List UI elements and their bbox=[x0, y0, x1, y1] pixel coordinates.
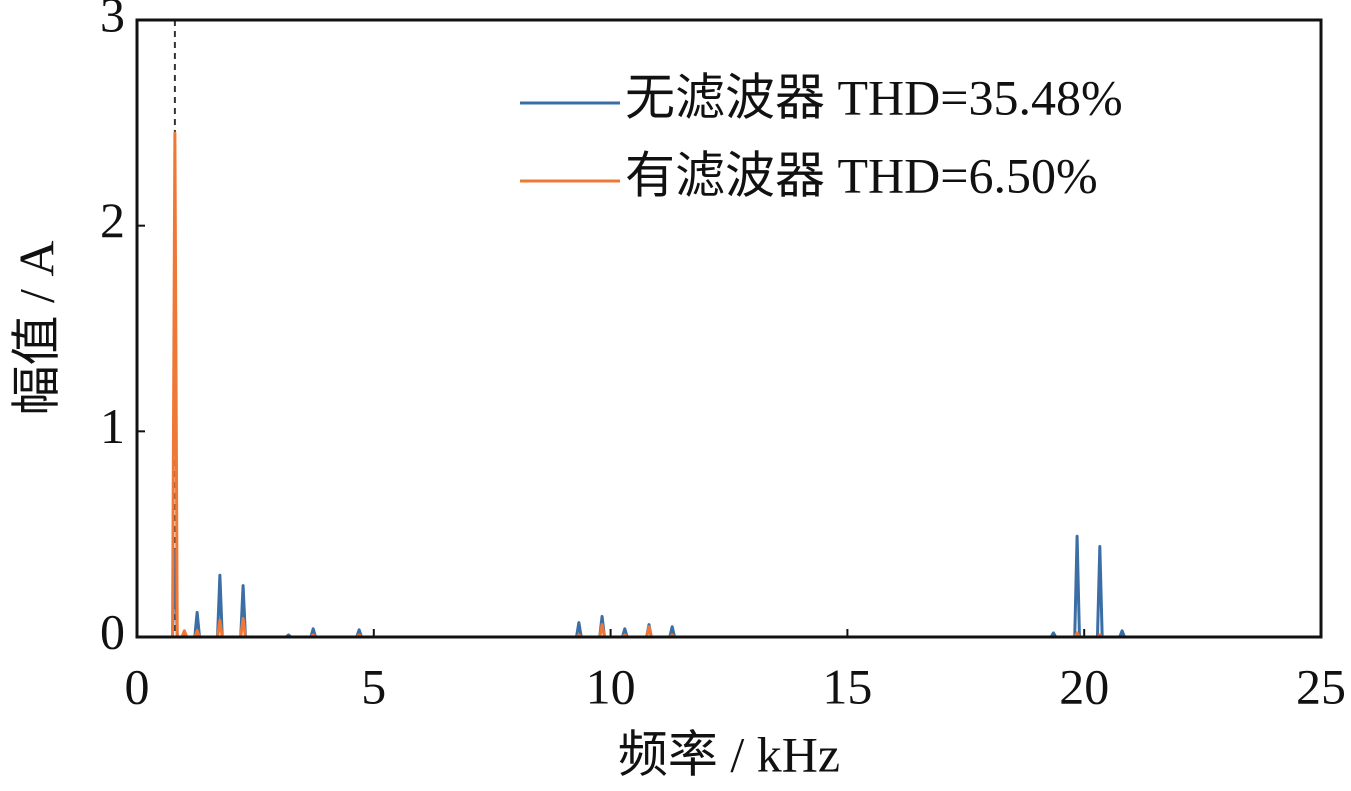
legend-label: 无滤波器 THD=35.48% bbox=[625, 69, 1123, 125]
plot-frame bbox=[135, 18, 1323, 639]
series-line bbox=[137, 131, 1321, 639]
x-tick-label: 15 bbox=[822, 658, 872, 714]
x-tick-label: 5 bbox=[361, 658, 386, 714]
y-tick-label: 2 bbox=[100, 192, 125, 248]
x-tick-label: 20 bbox=[1059, 658, 1109, 714]
y-tick-label: 1 bbox=[100, 398, 125, 454]
x-axis-label: 频率 / kHz bbox=[618, 726, 840, 782]
y-tick-label: 0 bbox=[100, 603, 125, 659]
x-tick-label: 25 bbox=[1296, 658, 1346, 714]
x-tick-label: 10 bbox=[586, 658, 636, 714]
x-tick-label: 0 bbox=[125, 658, 150, 714]
legend-label: 有滤波器 THD=6.50% bbox=[625, 147, 1098, 203]
y-axis-label: 幅值 / A bbox=[8, 241, 64, 416]
series-line bbox=[137, 534, 1321, 639]
y-tick-label: 3 bbox=[100, 0, 125, 42]
